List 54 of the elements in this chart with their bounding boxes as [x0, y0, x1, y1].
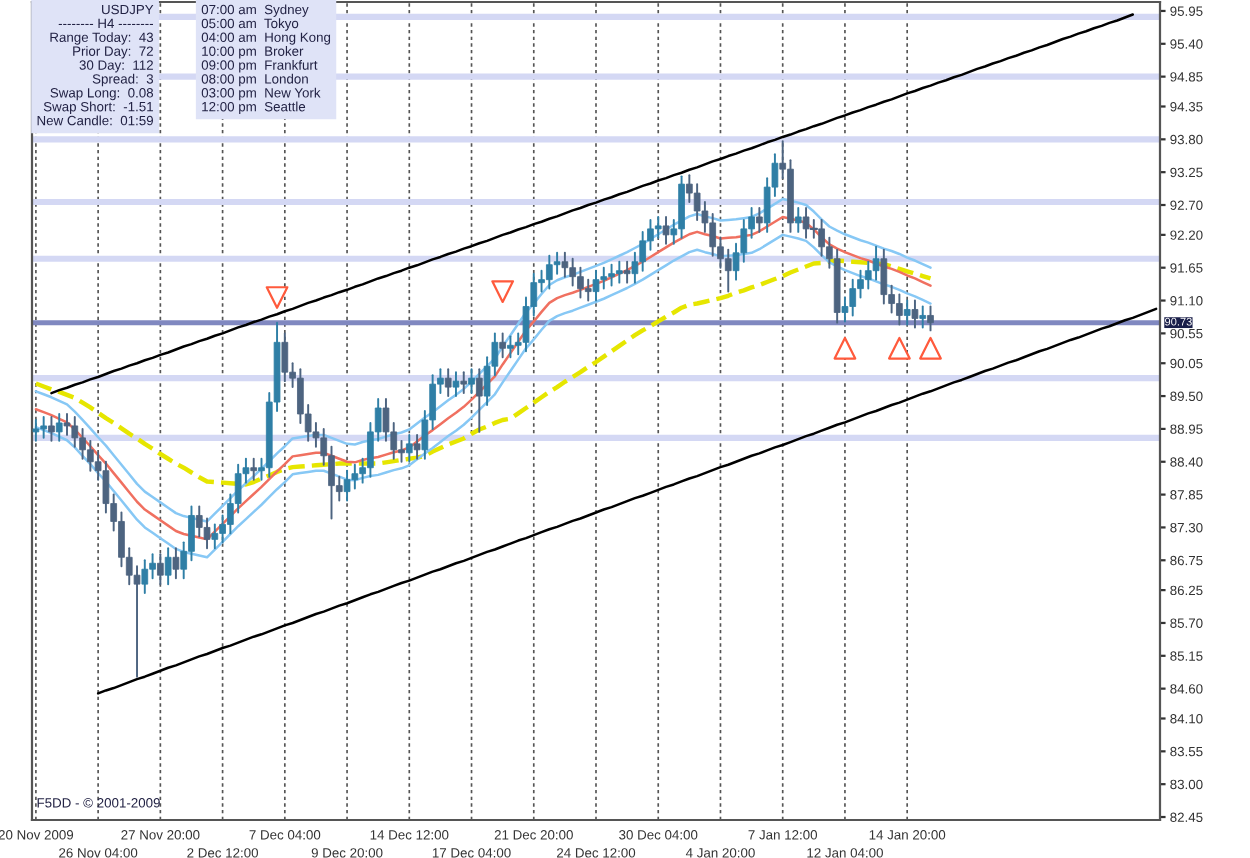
candlestick [553, 251, 561, 275]
candlestick [444, 368, 452, 398]
candlestick [405, 433, 413, 463]
candlestick [48, 416, 55, 442]
candlestick [911, 299, 919, 329]
point [833, 336, 857, 360]
candlestick [460, 371, 468, 395]
candlestick [919, 305, 927, 329]
candlestick [71, 416, 79, 448]
candlestick [809, 218, 819, 239]
candlestick [903, 299, 911, 326]
candlestick [55, 413, 63, 442]
point [919, 336, 942, 360]
candlestick [211, 523, 219, 550]
candlestick [608, 263, 615, 287]
candlestick [662, 215, 670, 245]
candlestick [250, 457, 258, 481]
candlestick [468, 368, 475, 395]
line-series [96, 307, 1158, 695]
candlestick [164, 547, 172, 586]
candlestick [452, 371, 460, 398]
candlestick [592, 269, 600, 302]
candlestick [849, 278, 857, 317]
point [491, 280, 515, 303]
candlestick [343, 469, 351, 502]
candlestick [872, 245, 880, 281]
candlestick [413, 433, 421, 460]
candlestick [475, 368, 483, 433]
candlestick [654, 215, 662, 239]
candlestick [172, 547, 180, 580]
candlestick [281, 332, 289, 383]
candlestick [584, 278, 592, 302]
candlestick [802, 207, 810, 239]
candlestick [623, 260, 631, 284]
candlestick [678, 175, 685, 239]
candlestick [499, 332, 506, 359]
candlestick [32, 418, 40, 442]
candlestick [880, 248, 888, 305]
candlestick [927, 305, 934, 332]
candlestick [157, 553, 164, 586]
candlestick [102, 460, 110, 514]
point [265, 286, 289, 309]
candlestick [794, 207, 802, 233]
candlestick [507, 335, 514, 359]
candlestick [724, 248, 732, 293]
candlestick [577, 266, 584, 299]
point [887, 336, 911, 360]
candlestick [616, 260, 623, 284]
candlestick [141, 559, 149, 595]
candlestick [545, 254, 553, 290]
candlestick [756, 207, 763, 233]
candlestick [896, 293, 903, 326]
candlestick [40, 416, 48, 439]
candlestick [561, 251, 569, 278]
